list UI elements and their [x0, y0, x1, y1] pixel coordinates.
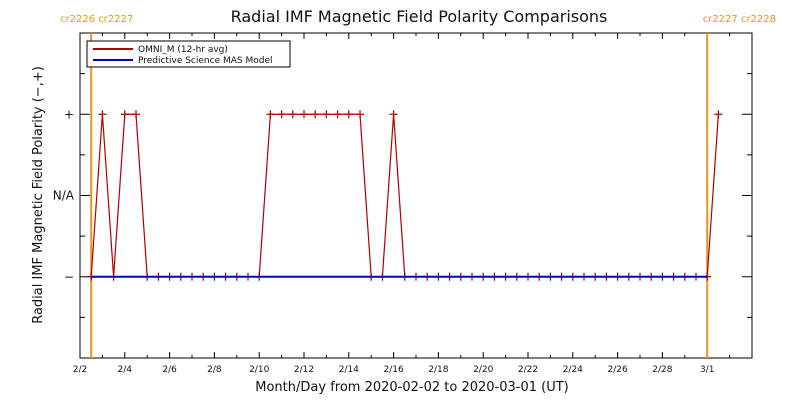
y-axis-label: Radial IMF Magnetic Field Polarity (−,+) [31, 66, 46, 324]
x-tick-label: 2/20 [473, 365, 493, 375]
x-tick-label: 2/18 [428, 365, 448, 375]
data-point [120, 110, 129, 119]
series-line [90, 113, 719, 278]
y-tick-label: − [64, 270, 74, 284]
data-point [344, 110, 353, 119]
carrington-label: cr2226 cr2227 [60, 14, 133, 25]
x-tick-label: 2/12 [294, 365, 314, 375]
y-tick-label: + [64, 107, 74, 121]
x-tick-label: 2/10 [249, 365, 269, 375]
data-point [356, 110, 364, 119]
data-point [389, 110, 398, 119]
x-tick-label: 2/14 [339, 365, 359, 375]
x-tick-label: 3/1 [700, 365, 714, 375]
legend-box [86, 40, 291, 68]
x-tick-label: 2/16 [383, 365, 403, 375]
x-tick-label: 2/6 [162, 365, 177, 375]
data-point [714, 110, 723, 119]
data-point [266, 110, 275, 119]
carrington-label: cr2227 cr2228 [703, 14, 776, 25]
data-point [288, 110, 297, 119]
data-point [333, 110, 342, 119]
data-point [132, 110, 140, 119]
x-tick-label: 2/28 [652, 365, 672, 375]
x-tick-label: 2/26 [607, 365, 627, 375]
chart-title: Radial IMF Magnetic Field Polarity Compa… [231, 7, 608, 26]
legend-entry: Predictive Science MAS Model [138, 56, 273, 66]
plot-area: 2/2 2/4 2/6 2/8 2/10 2/12 2/14 2/16 2/18 2/20 2/22… [53, 14, 776, 375]
data-point [277, 110, 286, 119]
plot-frame [79, 32, 753, 359]
x-tick-label: 2/22 [518, 365, 538, 375]
legend-entry: OMNI_M (12-hr avg) [138, 45, 228, 55]
data-point [322, 110, 331, 119]
x-tick-label: 2/4 [118, 365, 133, 375]
x-tick-label: 2/24 [563, 365, 583, 375]
x-tick-label: 2/2 [73, 365, 87, 375]
y-tick-label: N/A [53, 189, 75, 203]
data-point [311, 110, 320, 119]
legend: OMNI_M (12-hr avg)Predictive Science MAS… [86, 40, 291, 68]
data-point [98, 110, 107, 119]
x-axis-label: Month/Day from 2020-02-02 to 2020-03-01 … [255, 380, 568, 395]
data-point [300, 110, 308, 119]
x-tick-label: 2/8 [207, 365, 222, 375]
